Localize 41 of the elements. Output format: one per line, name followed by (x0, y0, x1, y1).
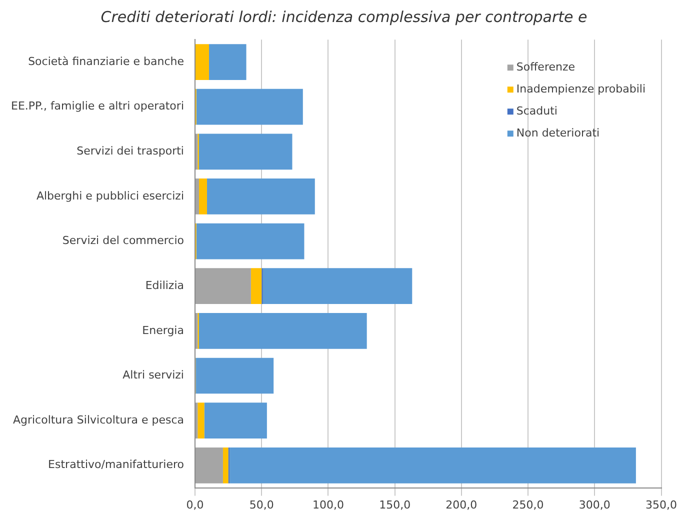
y-tick-label: Edilizia (145, 278, 184, 292)
bar (230, 447, 636, 484)
bar (198, 178, 207, 214)
bar (208, 44, 246, 80)
y-tick-label: Agricoltura Silvicoltura e pesca (12, 413, 184, 426)
chart-title: Crediti deteriorati lordi: incidenza complessiva per controparte e (100, 8, 588, 26)
bar (196, 447, 223, 484)
bar (196, 358, 274, 394)
legend-label: Inadempienze probabili (516, 82, 646, 96)
bar (198, 313, 367, 349)
bar (198, 402, 204, 438)
bar (250, 268, 262, 304)
y-tick-label: Estrattivo/manifatturiero (48, 458, 184, 472)
bar (196, 223, 304, 260)
x-tick-label: 50,0 (249, 498, 274, 512)
y-tick-label: Servizi del commercio (62, 234, 184, 248)
bar (262, 268, 412, 304)
bar (196, 44, 209, 80)
bar (222, 447, 228, 484)
x-tick-label: 100,0 (312, 498, 344, 512)
x-tick-label: 0,0 (186, 498, 204, 512)
legend-label: Sofferenze (516, 60, 576, 74)
x-tick-label: 200,0 (446, 498, 478, 512)
bar (206, 178, 315, 214)
x-tick-label: 300,0 (578, 498, 610, 512)
x-tick-label: 250,0 (512, 498, 544, 512)
y-tick-label: EE.PP., famiglie e altri operatori (11, 100, 184, 113)
y-tick-label: Altri servizi (122, 368, 184, 382)
legend-label: Scaduti (516, 104, 558, 118)
bar (198, 134, 292, 170)
legend-label: Non deteriorati (516, 126, 600, 140)
bar (196, 178, 199, 214)
x-tick-label: 150,0 (379, 498, 411, 512)
y-tick-label: Energia (142, 324, 184, 337)
bar (196, 268, 251, 304)
bar (196, 88, 303, 125)
bar (204, 402, 267, 438)
y-tick-label: Alberghi e pubblici esercizi (36, 189, 184, 202)
x-tick-label: 350,0 (646, 498, 678, 512)
y-tick-label: Servizi dei trasporti (76, 144, 184, 158)
y-tick-label: Società finanziarie e banche (28, 54, 184, 68)
